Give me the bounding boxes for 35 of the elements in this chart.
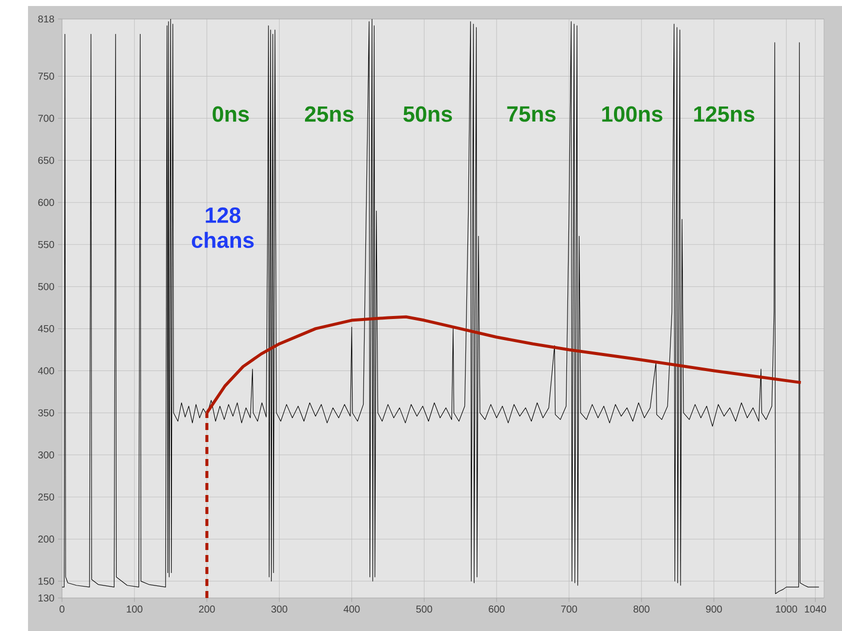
x-tick-label: 500: [416, 606, 432, 613]
x-tick-label: 900: [706, 606, 722, 613]
line-series: [62, 18, 820, 594]
annotation: 128 chans: [192, 207, 254, 248]
y-tick-label: 750: [38, 72, 54, 80]
y-tick-label: 400: [38, 367, 54, 374]
y-tick-label: 200: [38, 536, 54, 543]
x-tick-label: 1000: [776, 606, 798, 613]
y-tick-label: 500: [38, 283, 54, 290]
annotation: 0ns: [212, 106, 249, 122]
annotation: 100ns: [602, 106, 662, 122]
x-tick-label: 1040: [804, 606, 826, 613]
annotation: 75ns: [507, 106, 556, 122]
x-tick-label: 300: [271, 606, 288, 613]
y-tick-label: 450: [38, 325, 54, 332]
y-tick-label: 600: [38, 198, 54, 206]
annotation: 25ns: [304, 106, 354, 122]
x-tick-label: 600: [488, 606, 505, 613]
y-tick-label: 650: [38, 156, 54, 164]
y-tick-label: 250: [38, 493, 54, 501]
y-tick-label: 550: [38, 241, 54, 248]
x-tick-label: 0: [60, 606, 64, 613]
y-tick-label: 350: [38, 409, 54, 416]
y-tick-label: 818: [38, 15, 54, 23]
y-tick-label: 300: [38, 451, 54, 458]
y-tick-label: 150: [38, 578, 54, 585]
x-tick-label: 400: [344, 606, 360, 613]
x-tick-label: 700: [561, 606, 577, 613]
x-tick-label: 100: [126, 606, 142, 613]
x-tick-label: 800: [634, 606, 650, 613]
x-tick-label: 200: [199, 606, 215, 613]
annotation: 125ns: [694, 106, 754, 122]
y-tick-label: 700: [38, 114, 54, 122]
y-tick-label: 130: [38, 594, 54, 602]
annotation: 50ns: [403, 106, 452, 122]
